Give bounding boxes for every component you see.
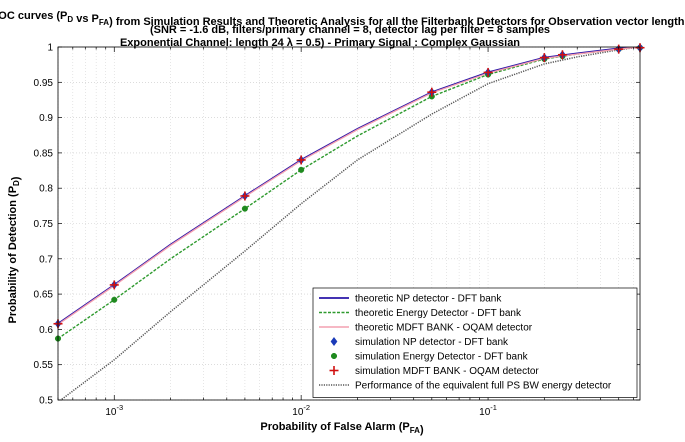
legend-entry: simulation NP detector - DFT bank — [331, 337, 509, 348]
roc-chart: ROC curves (PD vs PFA) from Simulation R… — [0, 0, 685, 442]
x-tick-label: 10-1 — [479, 403, 497, 418]
legend-label: simulation NP detector - DFT bank — [355, 337, 509, 348]
legend-label: theoretic Energy Detector - DFT bank — [355, 308, 522, 319]
legend-label: Performance of the equivalent full PS BW… — [355, 381, 612, 392]
simulation-mdft-bank-oqam-detector-point — [540, 53, 549, 62]
y-tick-label: 0.9 — [39, 113, 53, 124]
y-tick-label: 0.8 — [39, 184, 53, 195]
simulation-mdft-bank-oqam-detector-point — [427, 88, 436, 97]
simulation-energy-detector-dft-bank-legend-point — [331, 353, 337, 359]
y-tick-label: 0.75 — [34, 219, 54, 230]
y-tick-label: 0.55 — [34, 360, 54, 371]
y-tick-label: 0.85 — [34, 148, 54, 159]
legend-label: simulation Energy Detector - DFT bank — [355, 352, 529, 363]
simulation-energy-detector-dft-bank-point — [298, 167, 304, 173]
simulation-mdft-bank-oqam-detector-point — [484, 68, 493, 77]
legend-entry: simulation Energy Detector - DFT bank — [331, 352, 528, 363]
y-tick-label: 0.7 — [39, 254, 53, 265]
simulation-energy-detector-dft-bank-point — [242, 206, 248, 212]
y-tick-label: 0.95 — [34, 78, 54, 89]
simulation-energy-detector-dft-bank-point — [111, 297, 117, 303]
theoretic-mdft-bank-oqam-detector-line — [58, 47, 640, 324]
simulation-mdft-bank-oqam-detector-point — [558, 50, 567, 59]
legend: theoretic NP detector - DFT bank theoreti… — [313, 288, 637, 398]
y-tick-label: 0.5 — [39, 396, 53, 407]
x-tick-label: 10-2 — [292, 403, 310, 418]
legend-entry: simulation MDFT BANK - OQAM detector — [330, 366, 540, 377]
chart-title-line-2: (SNR = -1.6 dB, filters/primary channel … — [150, 24, 550, 36]
legend-label: theoretic MDFT BANK - OQAM detector — [355, 323, 533, 334]
y-tick-label: 0.65 — [34, 290, 54, 301]
theoretic-np-detector-dft-bank-line — [58, 47, 640, 324]
legend-entry: Performance of the equivalent full PS BW… — [319, 381, 612, 392]
x-axis-label: Probability of False Alarm (PFA) — [260, 421, 424, 436]
x-tick-label: 10-3 — [105, 403, 123, 418]
y-tick-label: 1 — [47, 43, 53, 54]
legend-label: simulation MDFT BANK - OQAM detector — [355, 366, 539, 377]
y-tick-label: 0.6 — [39, 325, 53, 336]
legend-label: theoretic NP detector - DFT bank — [355, 294, 502, 305]
y-axis-label: Probability of Detection (PD) — [7, 176, 22, 323]
